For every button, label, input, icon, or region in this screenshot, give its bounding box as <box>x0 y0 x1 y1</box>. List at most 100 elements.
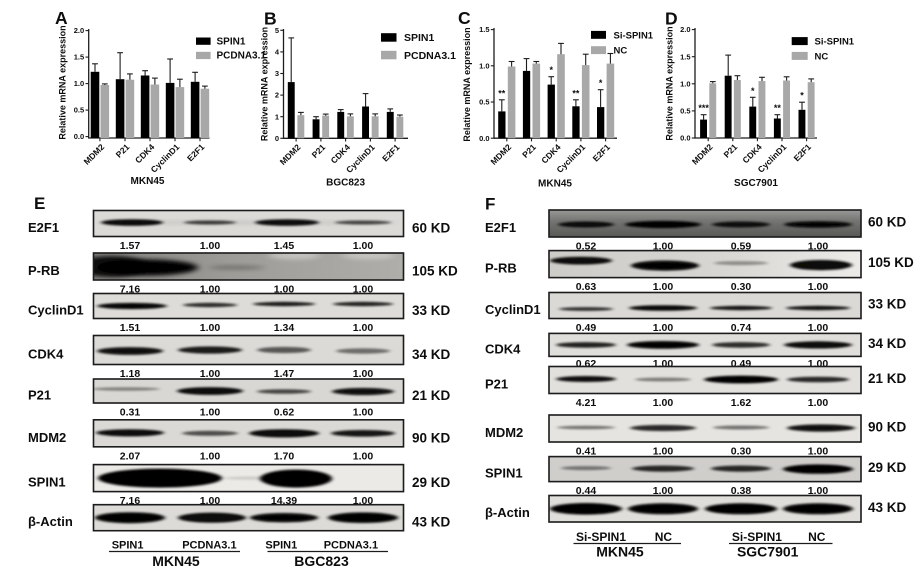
svg-text:MDM2: MDM2 <box>28 430 66 445</box>
svg-text:MKN45: MKN45 <box>596 544 644 560</box>
svg-text:Relative mRNA expression: Relative mRNA expression <box>462 27 472 141</box>
svg-text:NC: NC <box>815 51 829 62</box>
svg-text:1.00: 1.00 <box>653 397 674 409</box>
svg-text:E: E <box>34 194 45 213</box>
svg-text:P-RB: P-RB <box>28 263 60 278</box>
svg-text:β-Actin: β-Actin <box>485 505 530 520</box>
svg-text:1.34: 1.34 <box>274 322 295 334</box>
svg-text:2: 2 <box>275 91 279 100</box>
svg-text:105 KD: 105 KD <box>412 264 458 279</box>
svg-text:43 KD: 43 KD <box>412 515 451 530</box>
svg-text:P21: P21 <box>114 142 132 160</box>
svg-text:SPIN1: SPIN1 <box>404 32 435 44</box>
svg-text:0.31: 0.31 <box>120 407 141 419</box>
svg-text:PCDNA3.1: PCDNA3.1 <box>404 50 456 62</box>
svg-text:0.30: 0.30 <box>731 281 752 293</box>
svg-text:2.0: 2.0 <box>74 26 84 35</box>
svg-text:MDM2: MDM2 <box>485 425 523 440</box>
svg-text:Relative mRNA expression: Relative mRNA expression <box>58 25 68 139</box>
svg-text:E2F1: E2F1 <box>28 220 59 235</box>
svg-text:D: D <box>665 9 678 29</box>
svg-text:PCDNA3.1: PCDNA3.1 <box>324 540 378 552</box>
svg-text:1.00: 1.00 <box>808 397 829 409</box>
svg-text:1.00: 1.00 <box>200 322 221 334</box>
svg-text:1.5: 1.5 <box>680 52 690 61</box>
svg-text:**: ** <box>774 103 782 113</box>
svg-text:F: F <box>485 195 495 214</box>
svg-text:1.0: 1.0 <box>479 61 489 70</box>
svg-text:CyclinD1: CyclinD1 <box>485 302 541 317</box>
svg-text:4.21: 4.21 <box>576 397 597 409</box>
svg-text:CyclinD1: CyclinD1 <box>28 303 84 318</box>
svg-text:1.00: 1.00 <box>353 284 374 296</box>
svg-text:0.41: 0.41 <box>576 446 597 458</box>
svg-text:29 KD: 29 KD <box>868 460 907 475</box>
svg-text:2.07: 2.07 <box>120 450 141 462</box>
svg-text:21 KD: 21 KD <box>412 388 451 403</box>
svg-text:0.52: 0.52 <box>576 241 597 253</box>
svg-text:CDK4: CDK4 <box>28 347 64 362</box>
svg-text:BGC823: BGC823 <box>326 178 365 189</box>
svg-text:BGC823: BGC823 <box>294 553 349 569</box>
svg-text:MDM2: MDM2 <box>488 142 513 167</box>
svg-text:1.00: 1.00 <box>653 446 674 458</box>
svg-text:***: *** <box>698 103 709 113</box>
svg-text:1.18: 1.18 <box>120 368 141 380</box>
svg-text:1.00: 1.00 <box>353 322 374 334</box>
svg-text:P21: P21 <box>28 388 51 403</box>
svg-text:1.00: 1.00 <box>200 407 221 419</box>
svg-text:0.38: 0.38 <box>731 485 752 497</box>
svg-text:0.30: 0.30 <box>731 446 752 458</box>
svg-text:3: 3 <box>275 69 279 78</box>
svg-text:SPIN1: SPIN1 <box>112 540 144 552</box>
svg-text:1.00: 1.00 <box>200 284 221 296</box>
svg-text:*: * <box>800 91 804 101</box>
svg-text:Si-SPIN1: Si-SPIN1 <box>732 530 782 544</box>
svg-text:0.44: 0.44 <box>576 485 597 497</box>
svg-text:1.00: 1.00 <box>653 281 674 293</box>
svg-text:MDM2: MDM2 <box>278 142 303 167</box>
svg-text:SPIN1: SPIN1 <box>217 36 246 47</box>
svg-text:1.00: 1.00 <box>808 241 829 253</box>
svg-text:60 KD: 60 KD <box>412 221 451 236</box>
svg-text:1.00: 1.00 <box>200 240 221 252</box>
svg-text:P21: P21 <box>310 142 328 160</box>
svg-text:1.62: 1.62 <box>731 397 752 409</box>
svg-text:2.0: 2.0 <box>680 25 690 34</box>
svg-text:P-RB: P-RB <box>485 261 517 276</box>
svg-text:0.5: 0.5 <box>680 107 690 116</box>
svg-text:1.00: 1.00 <box>353 407 374 419</box>
svg-text:60 KD: 60 KD <box>868 215 907 230</box>
svg-text:1.00: 1.00 <box>808 281 829 293</box>
svg-text:Si-SPIN1: Si-SPIN1 <box>576 530 626 544</box>
svg-text:NC: NC <box>614 46 628 57</box>
svg-text:1.0: 1.0 <box>74 79 84 88</box>
svg-text:A: A <box>55 8 68 28</box>
svg-text:0.59: 0.59 <box>731 241 752 253</box>
svg-text:5: 5 <box>275 26 279 35</box>
svg-text:**: ** <box>498 88 506 98</box>
svg-text:B: B <box>264 9 277 29</box>
svg-text:1.00: 1.00 <box>353 240 374 252</box>
svg-text:1.51: 1.51 <box>120 322 141 334</box>
svg-text:*: * <box>751 86 755 96</box>
svg-text:*: * <box>549 65 553 75</box>
svg-text:NC: NC <box>655 530 673 544</box>
svg-text:NC: NC <box>808 530 826 544</box>
svg-text:SGC7901: SGC7901 <box>734 178 778 189</box>
svg-text:MDM2: MDM2 <box>690 142 715 167</box>
svg-text:90 KD: 90 KD <box>412 430 451 445</box>
svg-text:MKN45: MKN45 <box>538 179 572 190</box>
svg-text:1.00: 1.00 <box>353 368 374 380</box>
svg-text:E2F1: E2F1 <box>591 142 613 164</box>
svg-text:Si-SPIN1: Si-SPIN1 <box>614 30 654 41</box>
svg-text:SPIN1: SPIN1 <box>265 540 297 552</box>
svg-text:SGC7901: SGC7901 <box>737 544 799 560</box>
svg-text:C: C <box>458 8 471 28</box>
svg-text:P21: P21 <box>721 142 739 160</box>
svg-text:Si-SPIN1: Si-SPIN1 <box>815 37 855 48</box>
svg-text:21 KD: 21 KD <box>868 371 907 386</box>
svg-text:SPIN1: SPIN1 <box>28 475 66 490</box>
svg-text:0.0: 0.0 <box>479 134 489 143</box>
svg-text:0.74: 0.74 <box>731 322 752 334</box>
